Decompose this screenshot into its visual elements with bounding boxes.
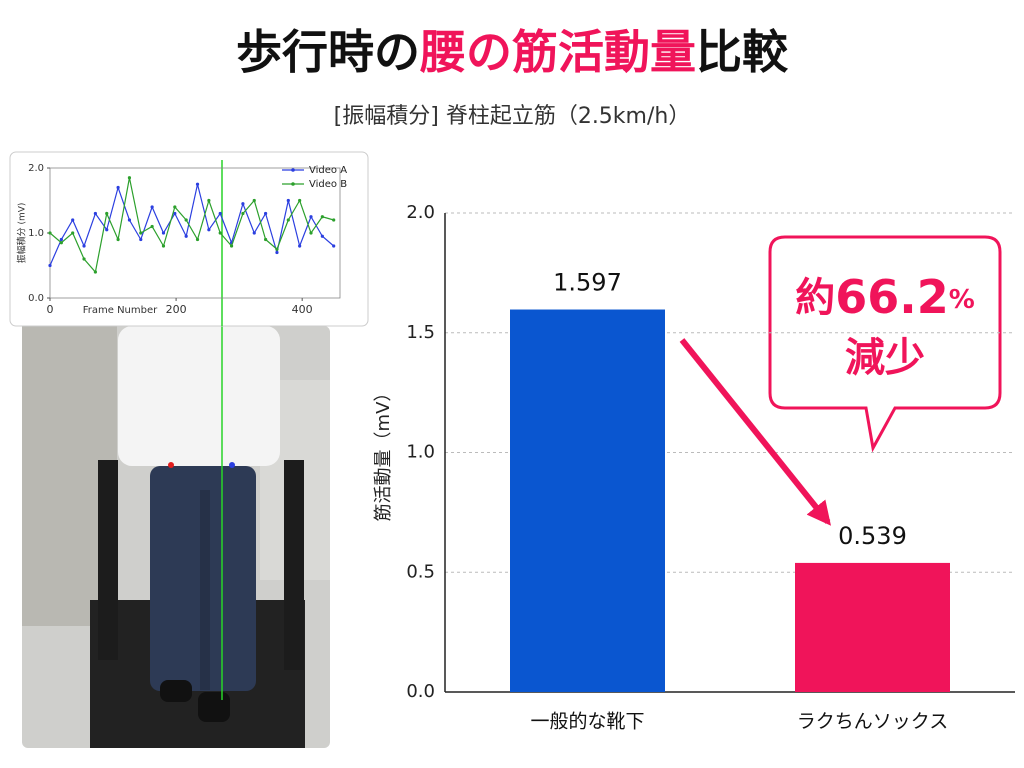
value-label: 1.597 — [553, 269, 622, 297]
point — [184, 218, 188, 222]
point — [218, 231, 222, 235]
y-axis-label: 振幅積分 (mV) — [16, 203, 28, 264]
point — [161, 231, 166, 235]
point — [241, 202, 245, 206]
point — [286, 218, 290, 222]
legend-label: Video B — [309, 179, 347, 190]
point — [252, 231, 256, 235]
point — [173, 205, 177, 209]
point — [105, 228, 109, 232]
point — [173, 211, 177, 216]
y-tick-label: 1.5 — [406, 322, 435, 343]
point — [150, 224, 154, 229]
point — [320, 234, 324, 238]
point — [82, 244, 86, 248]
point — [48, 263, 52, 268]
point — [229, 244, 234, 248]
legend-marker — [291, 168, 295, 172]
x-tick-label: 200 — [166, 303, 187, 316]
point — [127, 218, 132, 222]
point — [264, 237, 268, 242]
point — [320, 215, 324, 219]
y-tick-label: 2.0 — [406, 202, 435, 223]
point — [48, 231, 52, 235]
y-tick-label: 0.0 — [406, 681, 435, 702]
callout-prefix: 約 — [795, 275, 835, 321]
point — [150, 205, 154, 209]
point — [127, 176, 132, 180]
callout-unit: % — [949, 285, 975, 315]
point — [82, 257, 86, 261]
point — [207, 198, 211, 203]
point — [298, 198, 302, 203]
point — [139, 231, 143, 235]
legend-label: Video A — [309, 165, 347, 176]
callout-line1: 約66.2% — [795, 270, 975, 324]
series-line — [49, 177, 334, 274]
x-axis-label: Frame Number — [83, 305, 158, 316]
point — [241, 211, 245, 216]
legend-marker — [291, 182, 295, 186]
point — [332, 244, 336, 248]
point — [309, 215, 313, 219]
y-tick-label: 2.0 — [28, 163, 44, 174]
x-tick-label: ラクちんソックス — [797, 711, 948, 733]
point — [71, 231, 75, 235]
title-part: 歩行時の — [236, 25, 420, 79]
subtitle: [振幅積分] 脊柱起立筋（2.5km/h） — [334, 104, 691, 129]
x-tick-label: 0 — [47, 303, 54, 316]
value-label: 0.539 — [838, 522, 907, 550]
photo — [22, 160, 330, 748]
point — [93, 270, 97, 274]
bar — [795, 562, 950, 692]
point — [264, 211, 268, 216]
point — [116, 185, 120, 190]
point — [275, 247, 279, 251]
point — [93, 211, 97, 216]
point — [184, 234, 188, 238]
series-line — [49, 184, 335, 266]
y-tick-label: 0.0 — [28, 293, 44, 304]
x-tick-label: 一般的な靴下 — [530, 711, 644, 733]
point — [139, 237, 143, 242]
arrow — [679, 338, 832, 526]
point — [105, 211, 109, 216]
point — [195, 237, 200, 242]
inset-panel — [9, 151, 369, 327]
callout-line2: 減少 — [845, 335, 925, 381]
point — [332, 218, 336, 222]
callout — [768, 235, 1002, 453]
callout-number: 66.2 — [835, 270, 949, 324]
title-part: 腰の筋活動量 — [420, 25, 696, 79]
point — [116, 237, 120, 242]
point — [195, 182, 200, 186]
point — [59, 241, 63, 245]
x-tick-label: 400 — [292, 303, 313, 316]
title: 歩行時の腰の筋活動量比較 — [236, 25, 789, 79]
y-tick-label: 1.0 — [406, 442, 435, 463]
point — [59, 237, 63, 242]
title-part: 比較 — [696, 25, 789, 79]
y-tick-label: 0.5 — [406, 561, 435, 582]
point — [286, 198, 290, 203]
point — [71, 218, 75, 222]
point — [218, 211, 222, 216]
point — [298, 244, 302, 248]
point — [161, 244, 166, 248]
y-axis-label: 筋活動量（mV） — [373, 384, 394, 522]
y-tick-label: 1.0 — [28, 228, 44, 239]
point — [207, 228, 211, 232]
point — [275, 250, 279, 255]
point — [252, 198, 256, 203]
bar — [510, 309, 665, 692]
point — [309, 231, 313, 235]
